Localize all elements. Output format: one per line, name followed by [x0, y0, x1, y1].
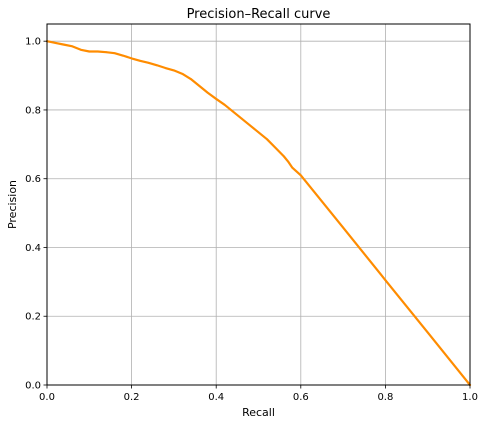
pr-curve-point [384, 279, 387, 282]
pr-curve-point [113, 52, 116, 55]
x-tick-label: 0.2 [124, 392, 140, 403]
x-tick-label: 0.8 [377, 392, 393, 403]
pr-curve-point [274, 146, 277, 149]
pr-curve-point [232, 110, 235, 113]
pr-curve-point [105, 51, 108, 54]
pr-curve-point [96, 50, 99, 53]
pr-curve-point [223, 103, 226, 106]
pr-curve-point [79, 48, 82, 51]
pr-curve-line [45, 40, 472, 387]
pr-curve-point [54, 42, 57, 44]
pr-curve-point [88, 50, 91, 53]
pr-curve-point [291, 166, 294, 169]
pr-curve-point [139, 59, 141, 62]
pr-curve-point [426, 331, 429, 334]
pr-curve-point [299, 174, 302, 177]
pr-curve-point [71, 45, 74, 48]
series-layer [45, 40, 472, 387]
x-tick-label: 0.4 [208, 392, 224, 403]
pr-curve-point [164, 67, 167, 69]
pr-curve-point [266, 138, 268, 141]
y-axis-label: Precision [6, 180, 19, 229]
pr-curve-point [342, 226, 344, 229]
pr-curve-point [156, 64, 158, 67]
x-tick-label: 0.6 [293, 392, 309, 403]
pr-curve-point [130, 57, 133, 60]
y-tick-label: 0.8 [25, 105, 41, 116]
y-tick-label: 1.0 [25, 37, 41, 48]
pr-curve-point [287, 160, 290, 163]
grid [46, 24, 471, 386]
chart-title: Precision–Recall curve [187, 7, 331, 22]
pr-curve-point [198, 84, 201, 87]
y-tick-label: 0.4 [25, 243, 41, 254]
pr-curve-point [147, 61, 150, 64]
pr-curve-point [215, 98, 218, 100]
pr-curve-point [189, 78, 192, 80]
pr-curve-point [173, 69, 175, 72]
pr-curve-point [206, 91, 209, 94]
pr-curve-point [282, 155, 285, 158]
y-tick-label: 0.6 [25, 174, 41, 185]
pr-curve-point [63, 43, 65, 46]
y-tick-label: 0.0 [25, 381, 41, 392]
pr-curve-point [240, 117, 243, 120]
pr-curve-point [257, 131, 260, 134]
x-tick-label: 1.0 [462, 392, 478, 403]
x-axis-label: Recall [242, 406, 275, 419]
ticks: 0.0 0.2 0.4 0.6 0.8 1.0 0.0 0.2 0.4 0.6 0.8 1.0 [25, 37, 478, 403]
pr-curve-point [122, 54, 125, 57]
y-tick-label: 0.2 [25, 312, 41, 323]
pr-curve-point [181, 72, 184, 75]
x-tick-label: 0.0 [39, 392, 55, 403]
plot-frame [46, 23, 471, 386]
pr-curve-point [249, 124, 251, 127]
